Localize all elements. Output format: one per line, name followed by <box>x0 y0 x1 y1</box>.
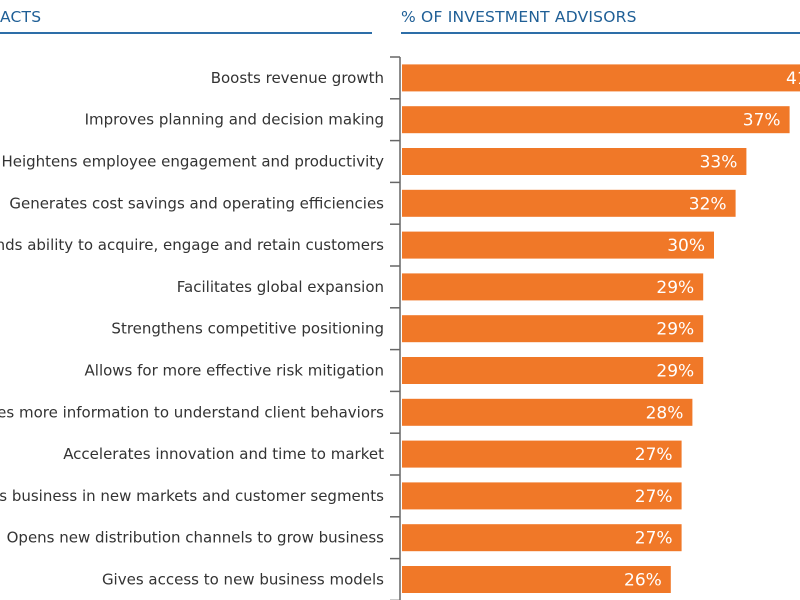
value-label: 26% <box>624 571 662 591</box>
value-label: 29% <box>656 320 694 340</box>
category-label: Allows for more effective risk mitigatio… <box>85 362 384 380</box>
value-label: 29% <box>656 362 694 382</box>
value-label: 32% <box>689 194 727 214</box>
category-label: Generates cost savings and operating eff… <box>9 194 384 212</box>
category-label: Improves planning and decision making <box>85 111 384 129</box>
bar <box>402 398 693 426</box>
bar <box>402 273 704 301</box>
right-column-title: % OF INVESTMENT ADVISORS <box>401 8 637 26</box>
value-label: 37% <box>743 111 781 131</box>
left-title-rule <box>0 32 372 34</box>
value-label: 27% <box>635 487 673 507</box>
bar <box>402 524 682 552</box>
bar <box>402 64 800 92</box>
value-label: 27% <box>635 529 673 549</box>
category-label: Gives access to new business models <box>102 571 384 589</box>
category-label: des more information to understand clien… <box>0 403 384 421</box>
category-label: Facilitates global expansion <box>177 278 384 296</box>
value-label: 29% <box>656 278 694 298</box>
category-label: ves business in new markets and customer… <box>0 487 384 505</box>
bar <box>402 231 714 259</box>
bar <box>402 148 747 175</box>
category-label: pands ability to acquire, engage and ret… <box>0 236 384 254</box>
left-column-title: ACTS <box>0 8 42 26</box>
value-label: 33% <box>700 153 738 173</box>
category-label: Accelerates innovation and time to marke… <box>63 445 384 463</box>
value-label: 27% <box>635 445 673 465</box>
bar <box>402 189 736 217</box>
category-label: Opens new distribution channels to grow … <box>7 529 385 547</box>
bar <box>402 566 671 593</box>
bar <box>402 357 704 384</box>
bar <box>402 106 790 134</box>
bar <box>402 315 704 343</box>
value-label: 41% <box>786 69 800 89</box>
category-label: Boosts revenue growth <box>211 69 384 87</box>
value-label: 30% <box>667 236 705 256</box>
right-title-rule <box>401 32 800 34</box>
category-label: Heightens employee engagement and produc… <box>1 153 384 171</box>
bar <box>402 482 682 510</box>
category-label: Strengthens competitive positioning <box>111 320 384 338</box>
value-label: 28% <box>646 403 684 423</box>
bar <box>402 440 682 468</box>
